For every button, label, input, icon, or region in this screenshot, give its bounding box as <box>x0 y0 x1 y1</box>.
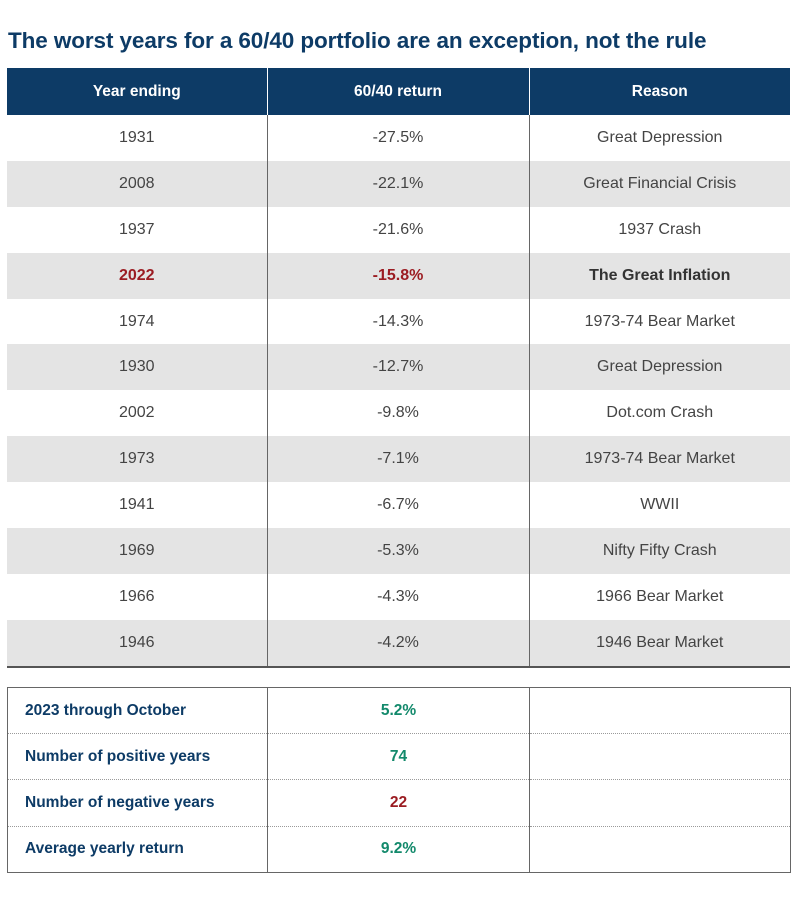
cell-year: 1941 <box>118 496 155 514</box>
table-row: 1941 -6.7% WWII <box>7 482 790 529</box>
table-row: 2002 -9.8% Dot.com Crash <box>7 390 790 437</box>
cell-return: -14.3% <box>266 298 529 345</box>
cell-return: -21.6% <box>266 206 529 253</box>
cell-reason: 1937 Crash <box>528 206 790 253</box>
summary-empty-cell <box>529 733 791 780</box>
cell-year: 1974 <box>118 312 155 330</box>
cell-reason: Dot.com Crash <box>528 390 790 437</box>
table-row: 2008 -22.1% Great Financial Crisis <box>7 160 790 207</box>
cell-return: -27.5% <box>266 115 529 161</box>
summary-body: 2023 through October 5.2% Number of positi… <box>7 687 791 873</box>
cell-reason: 1946 Bear Market <box>528 619 790 668</box>
cell-reason: Great Depression <box>528 115 790 161</box>
cell-return: -15.8% <box>266 252 529 299</box>
table-row: 1966 -4.3% 1966 Bear Market <box>7 573 790 620</box>
cell-year: 1937 <box>118 220 155 238</box>
table-body: 1931 -27.5% Great Depression 2008 -22.1% Grea… <box>7 115 790 668</box>
cell-year: 1946 <box>7 619 267 668</box>
cell-year: 2022 <box>7 252 267 299</box>
cell-return: -5.3% <box>266 528 529 574</box>
cell-return: -4.3% <box>266 573 529 620</box>
column-header-reason: Reason <box>528 68 790 115</box>
cell-return: -4.2% <box>266 619 529 668</box>
table-row: 1974 -14.3% 1973-74 Bear Market <box>7 298 790 345</box>
cell-year: 1930 <box>7 344 267 391</box>
cell-return: -7.1% <box>266 436 529 483</box>
column-header-year: Year ending <box>7 68 267 115</box>
summary-value: 5.2% <box>267 687 530 734</box>
summary-label: Number of positive years <box>7 733 268 780</box>
cell-reason: Nifty Fifty Crash <box>528 528 790 574</box>
summary-row: 2023 through October 5.2% <box>8 687 791 734</box>
cell-reason: WWII <box>528 482 790 529</box>
cell-reason: 1973-74 Bear Market <box>528 436 790 483</box>
table-row: 1946 -4.2% 1946 Bear Market <box>7 619 790 668</box>
summary-row: Average yearly return 9.2% <box>7 825 791 873</box>
summary-row: Number of positive years 74 <box>7 733 791 780</box>
summary-table: 2023 through October 5.2% Number of positi… <box>7 687 791 873</box>
summary-value: 74 <box>267 733 530 780</box>
column-header-return: 60/40 return <box>266 68 529 115</box>
summary-label: Average yearly return <box>7 825 268 873</box>
cell-year: 2008 <box>7 160 267 207</box>
table-row: 1937 -21.6% 1937 Crash <box>7 206 790 253</box>
summary-empty-cell <box>529 825 791 873</box>
summary-value: 22 <box>267 779 530 827</box>
table-row: 1969 -5.3% Nifty Fifty Crash <box>7 528 790 574</box>
cell-return: -22.1% <box>266 160 529 207</box>
summary-label: 2023 through October <box>25 701 187 719</box>
cell-year: 2002 <box>118 404 155 422</box>
cell-reason: 1966 Bear Market <box>528 573 790 620</box>
cell-year: 1931 <box>118 128 155 146</box>
cell-year: 1969 <box>7 528 267 574</box>
summary-empty-cell <box>529 779 791 827</box>
table-row: 1973 -7.1% 1973-74 Bear Market <box>7 436 790 483</box>
cell-year: 1973 <box>7 436 267 483</box>
table-row: 1930 -12.7% Great Depression <box>7 344 790 391</box>
summary-value: 9.2% <box>267 825 530 873</box>
cell-reason: 1973-74 Bear Market <box>528 298 790 345</box>
cell-return: -9.8% <box>266 390 529 437</box>
cell-return: -12.7% <box>266 344 529 391</box>
table-row: 1931 -27.5% Great Depression <box>7 115 790 161</box>
table-header-row: Year ending 60/40 return Reason <box>7 68 790 115</box>
cell-reason: The Great Inflation <box>528 252 790 299</box>
cell-reason: Great Financial Crisis <box>528 160 790 207</box>
cell-year: 1966 <box>118 587 155 605</box>
summary-empty-cell <box>529 687 791 734</box>
summary-label: Number of negative years <box>7 779 268 827</box>
table-row: 2022 -15.8% The Great Inflation <box>7 252 790 299</box>
summary-row: Number of negative years 22 <box>7 779 791 827</box>
cell-reason: Great Depression <box>528 344 790 391</box>
chart-title: The worst years for a 60/40 portfolio ar… <box>8 28 707 53</box>
cell-return: -6.7% <box>266 482 529 529</box>
worst-years-table: Year ending 60/40 return Reason 1931 -27.… <box>7 68 790 668</box>
